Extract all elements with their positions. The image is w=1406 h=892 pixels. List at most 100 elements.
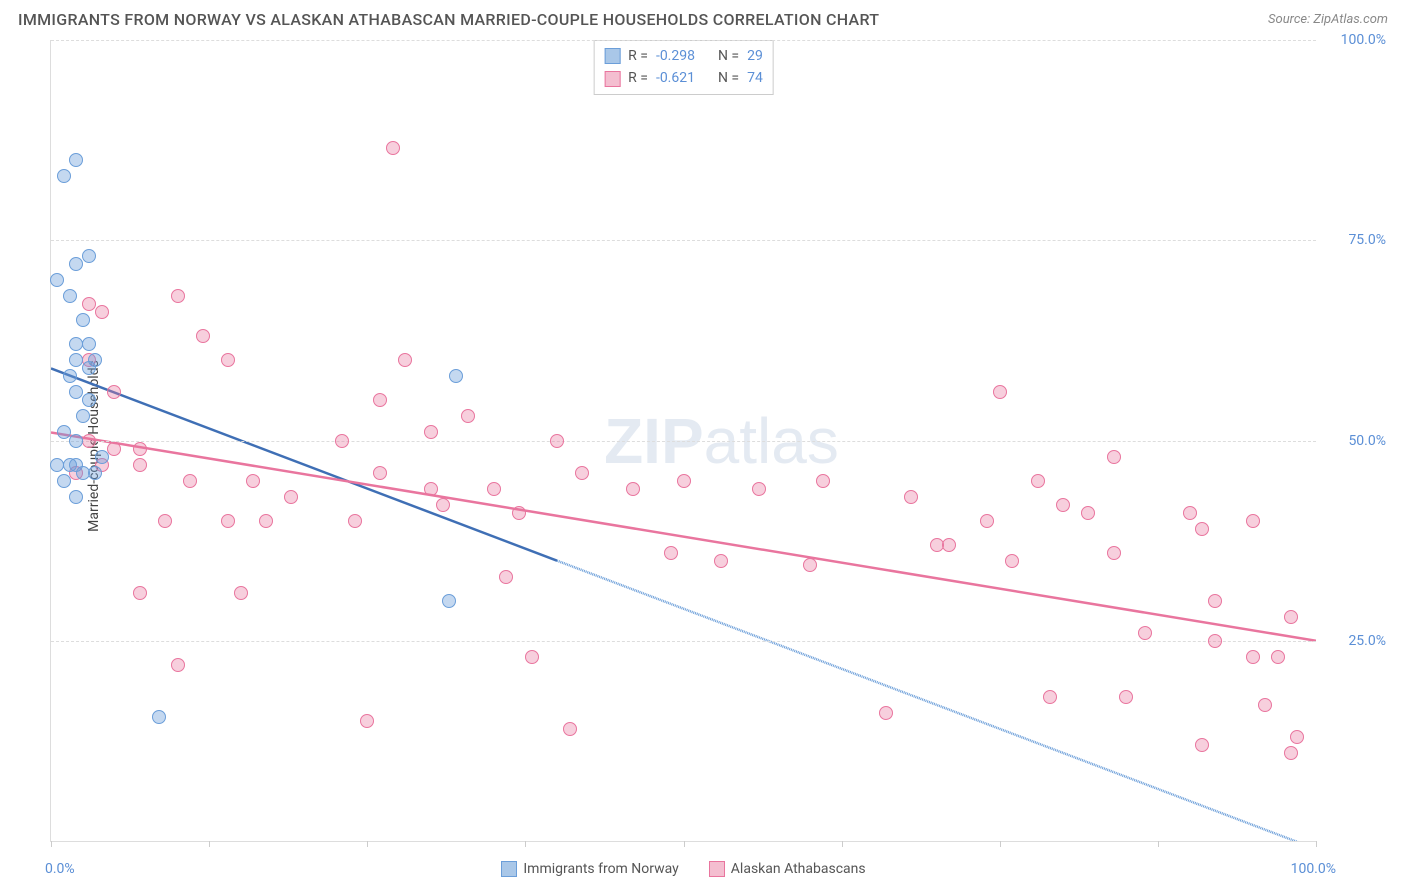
data-point [76,313,90,327]
data-point [82,393,96,407]
data-point [221,514,235,528]
data-point [1208,634,1222,648]
swatch-norway [604,48,620,64]
data-point [335,434,349,448]
data-point [348,514,362,528]
x-tick [842,841,843,847]
data-point [1107,450,1121,464]
data-point [152,710,166,724]
data-point [714,554,728,568]
data-point [82,249,96,263]
swatch-athabascan [604,71,620,87]
data-point [816,474,830,488]
data-point [57,474,71,488]
N-value-athabascan: 74 [747,67,763,89]
stats-row-norway: R = -0.298 N = 29 [604,45,763,67]
data-point [82,361,96,375]
data-point [107,385,121,399]
data-point [1258,698,1272,712]
data-point [373,393,387,407]
scatter-plot-area: ZIPatlas R = -0.298 N = 29 R = -0.621 N … [50,40,1316,842]
data-point [1246,514,1260,528]
data-point [1031,474,1045,488]
stats-row-athabascan: R = -0.621 N = 74 [604,67,763,89]
data-point [1284,610,1298,624]
data-point [221,353,235,367]
data-point [82,434,96,448]
data-point [171,658,185,672]
data-point [626,482,640,496]
R-label: R = [628,67,648,89]
swatch-athabascan [709,861,725,877]
data-point [63,369,77,383]
data-point [563,722,577,736]
R-value-norway: -0.298 [656,45,695,67]
data-point [1081,506,1095,520]
legend-item-athabascan: Alaskan Athabascans [709,861,866,877]
data-point [461,409,475,423]
N-label: N = [718,67,739,89]
data-point [57,169,71,183]
data-point [1056,498,1070,512]
data-point [234,586,248,600]
data-point [76,409,90,423]
data-point [183,474,197,488]
data-point [575,466,589,480]
data-point [57,425,71,439]
data-point [82,337,96,351]
x-tick [1316,841,1317,847]
data-point [904,490,918,504]
data-point [980,514,994,528]
data-point [158,514,172,528]
data-point [95,450,109,464]
data-point [284,490,298,504]
gridline [51,441,1316,442]
data-point [360,714,374,728]
data-point [550,434,564,448]
y-tick-label: 50.0% [1348,433,1386,449]
data-point [487,482,501,496]
data-point [449,369,463,383]
data-point [69,257,83,271]
data-point [1107,546,1121,560]
data-point [373,466,387,480]
data-point [133,586,147,600]
data-point [1138,626,1152,640]
legend-label-athabascan: Alaskan Athabascans [731,861,866,877]
data-point [1271,650,1285,664]
data-point [442,594,456,608]
data-point [424,482,438,496]
data-point [879,706,893,720]
x-tick [367,841,368,847]
data-point [69,490,83,504]
data-point [752,482,766,496]
data-point [386,141,400,155]
data-point [1208,594,1222,608]
data-point [993,385,1007,399]
data-point [133,458,147,472]
data-point [512,506,526,520]
data-point [1183,506,1197,520]
data-point [133,442,147,456]
x-tick [51,841,52,847]
R-label: R = [628,45,648,67]
data-point [1195,522,1209,536]
data-point [63,289,77,303]
data-point [69,353,83,367]
N-value-norway: 29 [747,45,763,67]
source-credit: Source: ZipAtlas.com [1268,12,1388,27]
R-value-athabascan: -0.621 [656,67,695,89]
data-point [1246,650,1260,664]
y-tick-label: 25.0% [1348,633,1386,649]
x-tick [525,841,526,847]
data-point [196,329,210,343]
swatch-norway [501,861,517,877]
data-point [677,474,691,488]
data-point [171,289,185,303]
legend-label-norway: Immigrants from Norway [523,861,678,877]
data-point [398,353,412,367]
gridline [51,40,1316,41]
data-point [1284,746,1298,760]
x-tick [684,841,685,847]
x-tick [1158,841,1159,847]
